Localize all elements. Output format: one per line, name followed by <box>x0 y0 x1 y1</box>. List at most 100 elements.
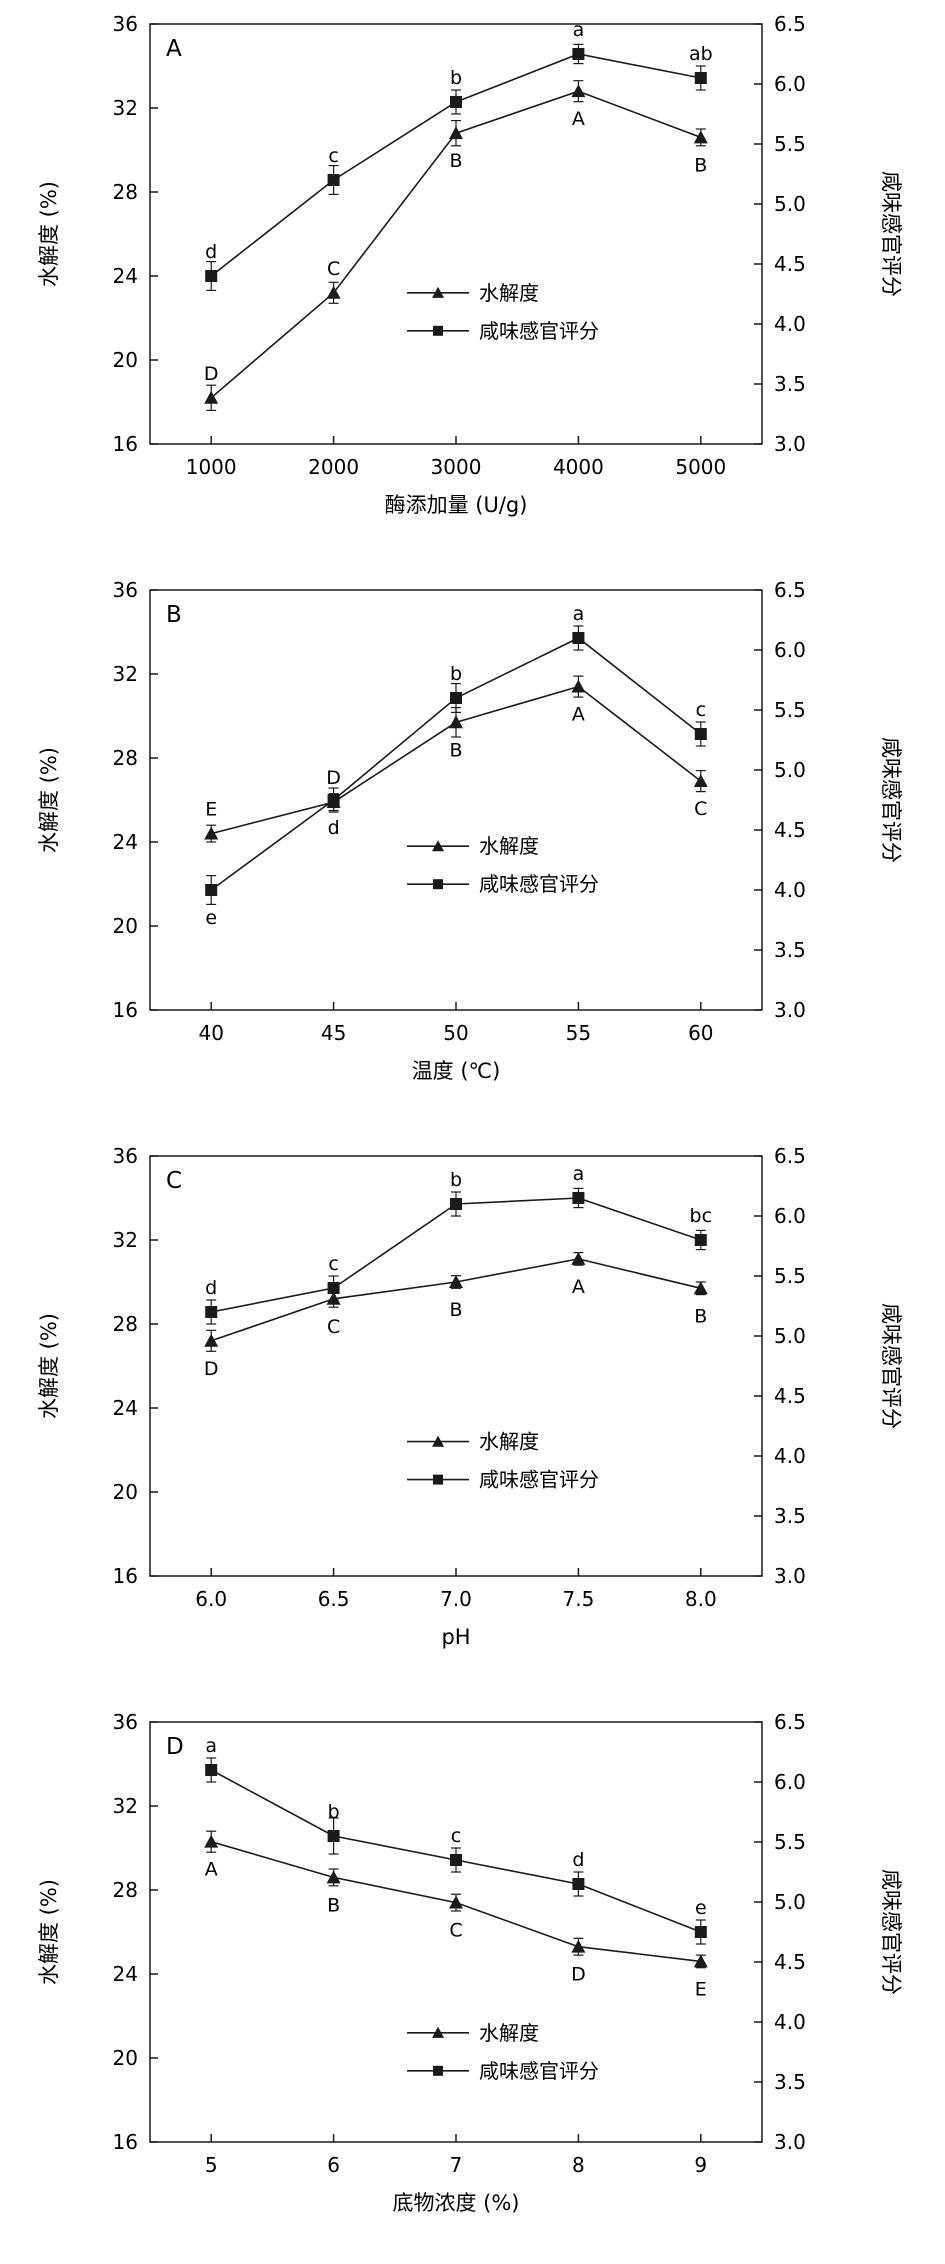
sig-letter: A <box>205 1859 218 1881</box>
triangle-marker <box>571 1251 586 1265</box>
triangle-marker <box>204 1333 219 1347</box>
sig-letter: c <box>328 145 338 167</box>
sig-letter: d <box>205 1277 217 1299</box>
right-tick-label: 3.5 <box>774 1504 806 1528</box>
left-tick-label: 36 <box>113 1144 138 1168</box>
sig-letter: d <box>572 1849 584 1871</box>
triangle-marker <box>432 1435 445 1447</box>
sig-letter: c <box>696 699 706 721</box>
chart-svg-A: 16 20 24 28 32 36 3.0 3.5 4.0 4.5 5.0 5.5 6.0 6.5 1000… <box>37 12 903 517</box>
right-tick-label: 4.5 <box>774 252 806 276</box>
left-tick-label: 20 <box>113 2046 138 2070</box>
square-marker <box>433 325 444 336</box>
sig-letter: E <box>695 1978 707 2000</box>
right-tick-label: 5.5 <box>774 698 806 722</box>
x-tick-label: 5000 <box>675 455 726 479</box>
legend-label-sensory: 咸味感官评分 <box>479 872 599 896</box>
sig-letter: C <box>449 1920 462 1942</box>
right-tick-label: 5.0 <box>774 1324 806 1348</box>
left-tick-label: 32 <box>113 1228 138 1252</box>
chart-svg-B: 16 20 24 28 32 36 3.0 3.5 4.0 4.5 5.0 5.5 6.0 6.5 40 45… <box>37 578 903 1083</box>
panel-label: C <box>166 1168 182 1194</box>
right-axis-title: 咸味感官评分 <box>879 1303 903 1429</box>
left-tick-label: 32 <box>113 96 138 120</box>
square-marker <box>433 879 444 890</box>
square-marker <box>450 1854 462 1866</box>
x-tick-label: 2000 <box>308 455 359 479</box>
right-tick-label: 3.0 <box>774 432 806 456</box>
right-axis-title: 咸味感官评分 <box>879 737 903 863</box>
left-tick-label: 16 <box>113 1564 138 1588</box>
triangle-marker <box>326 1870 341 1884</box>
square-marker <box>450 692 462 704</box>
x-tick-label: 6.5 <box>318 1587 350 1611</box>
left-tick-label: 36 <box>113 1710 138 1734</box>
legend-label-hydrolysis: 水解度 <box>479 1430 539 1454</box>
right-tick-label: 3.5 <box>774 372 806 396</box>
left-tick-label: 36 <box>113 12 138 36</box>
right-tick-label: 5.5 <box>774 1830 806 1854</box>
left-tick-label: 20 <box>113 348 138 372</box>
sig-letter: A <box>572 704 585 726</box>
sig-letter: A <box>572 108 585 130</box>
sig-letter: bc <box>690 1205 713 1227</box>
square-marker <box>450 96 462 108</box>
x-tick-label: 5 <box>205 2153 218 2177</box>
sig-letter: a <box>573 1163 585 1185</box>
x-tick-label: 7.0 <box>440 1587 472 1611</box>
square-marker <box>694 728 707 740</box>
x-tick-label: 60 <box>688 1021 713 1045</box>
plot-border <box>149 589 763 1011</box>
right-tick-label: 5.0 <box>774 758 806 782</box>
panel-label: B <box>166 602 182 628</box>
right-axis-title: 咸味感官评分 <box>879 171 903 297</box>
sig-letter: ab <box>689 43 713 65</box>
square-marker <box>205 884 218 896</box>
left-tick-label: 24 <box>113 264 138 288</box>
x-axis-title: pH <box>441 1625 470 1649</box>
left-axis-title: 水解度 (%) <box>37 181 61 287</box>
triangle-marker <box>326 285 341 299</box>
x-tick-label: 6.0 <box>195 1587 227 1611</box>
sig-letter: B <box>694 154 707 176</box>
chart-panel-B: 16 20 24 28 32 36 3.0 3.5 4.0 4.5 5.0 5.5 6.0 6.5 40 45… <box>0 566 945 1132</box>
sig-letter: C <box>694 798 707 820</box>
triangle-marker <box>449 715 463 729</box>
square-marker <box>205 270 218 282</box>
left-tick-label: 24 <box>113 1396 138 1420</box>
right-tick-label: 4.5 <box>774 818 806 842</box>
sig-letter: b <box>450 663 462 685</box>
triangle-marker <box>449 1895 463 1909</box>
triangle-marker <box>432 840 445 852</box>
right-tick-label: 4.0 <box>774 312 806 336</box>
left-tick-label: 16 <box>113 2130 138 2154</box>
square-marker <box>572 632 585 644</box>
panel-label: A <box>166 36 182 62</box>
x-tick-label: 9 <box>694 2153 707 2177</box>
right-tick-label: 6.0 <box>774 1770 806 1794</box>
sig-letter: B <box>449 150 462 172</box>
triangle-marker <box>204 1834 219 1848</box>
x-tick-label: 8.0 <box>685 1587 717 1611</box>
legend-label-sensory: 咸味感官评分 <box>479 319 599 343</box>
left-axis-title: 水解度 (%) <box>37 1313 61 1419</box>
triangle-marker <box>693 130 708 144</box>
right-tick-label: 4.0 <box>774 1444 806 1468</box>
x-tick-label: 40 <box>198 1021 223 1045</box>
sig-letter: e <box>695 1897 707 1919</box>
square-marker <box>327 1830 340 1842</box>
x-tick-label: 6 <box>327 2153 340 2177</box>
square-marker <box>572 1192 585 1204</box>
chart-svg-D: 16 20 24 28 32 36 3.0 3.5 4.0 4.5 5.0 5.5 6.0 6.5 5 6 7 8… <box>37 1710 903 2215</box>
square-marker <box>327 174 340 186</box>
right-tick-label: 4.5 <box>774 1384 806 1408</box>
x-tick-label: 45 <box>321 1021 346 1045</box>
left-axis-title: 水解度 (%) <box>37 1879 61 1985</box>
chart-panel-A: 16 20 24 28 32 36 3.0 3.5 4.0 4.5 5.0 5.5 6.0 6.5 1000… <box>0 0 945 566</box>
left-tick-label: 28 <box>113 1878 138 1902</box>
sig-letter: E <box>205 799 217 821</box>
triangle-marker <box>571 679 586 693</box>
sig-letter: b <box>328 1801 340 1823</box>
panel-label: D <box>166 1734 184 1760</box>
square-marker <box>327 1282 340 1294</box>
